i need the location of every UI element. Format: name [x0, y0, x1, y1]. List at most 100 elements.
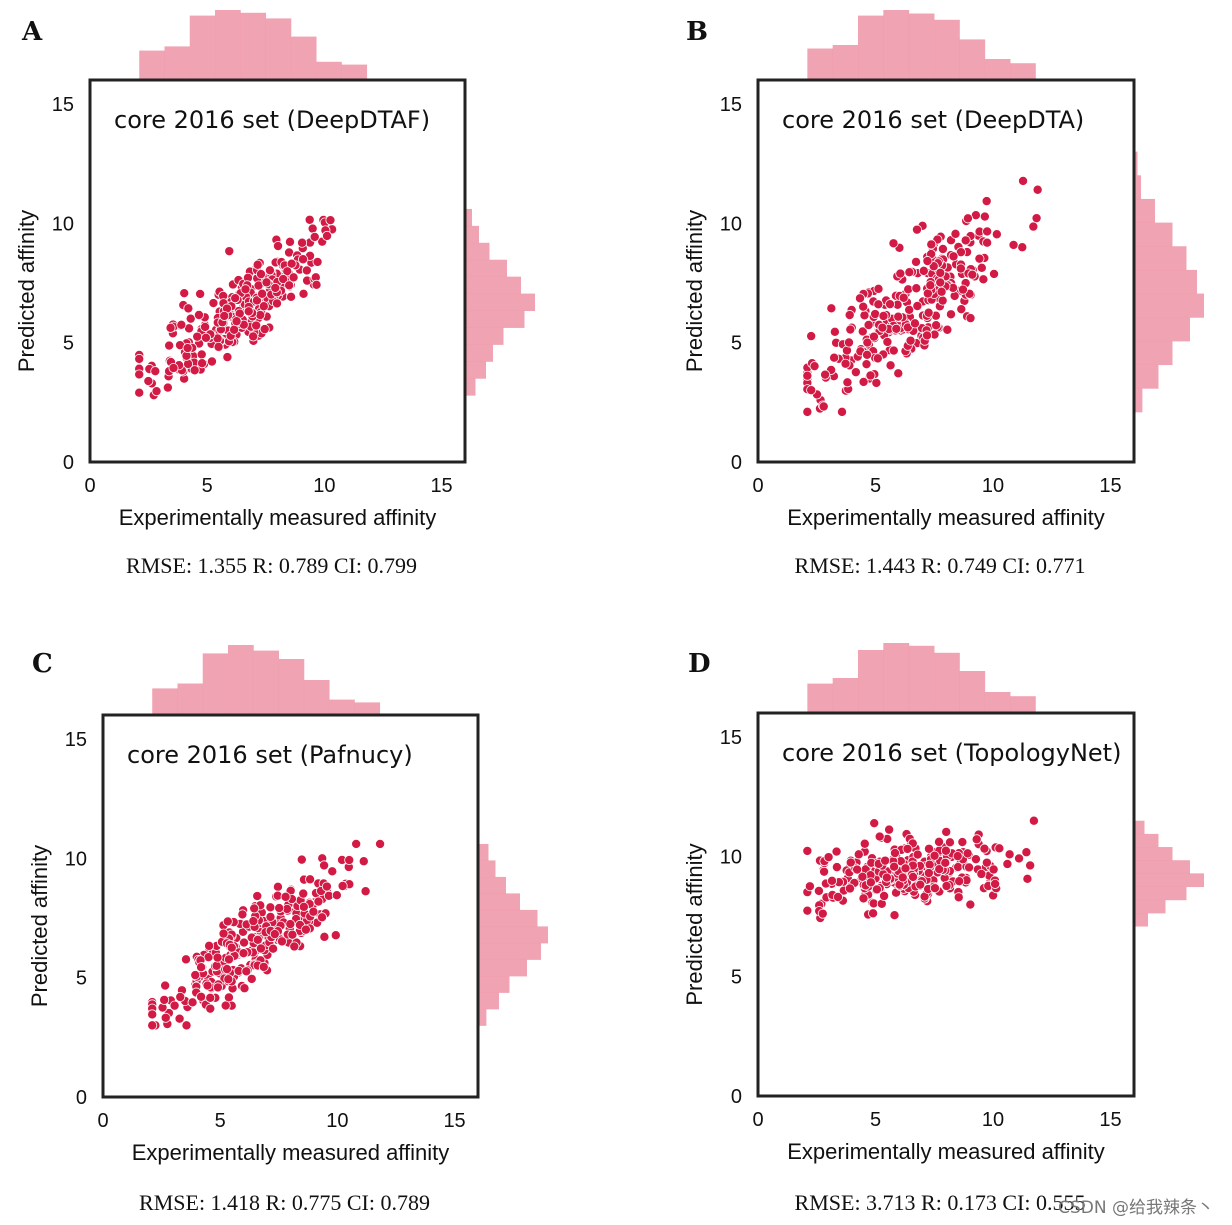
data-point [842, 377, 853, 388]
x-tick-label: 10 [313, 475, 335, 497]
data-point [868, 908, 879, 919]
data-point [965, 899, 976, 910]
right-histogram-bar [1134, 293, 1204, 318]
data-point [224, 246, 235, 257]
data-point [231, 316, 242, 327]
data-point [817, 908, 828, 919]
data-point [147, 1009, 158, 1020]
data-point [1018, 175, 1029, 186]
data-point [286, 258, 297, 269]
data-point [948, 251, 959, 262]
data-point [931, 320, 942, 331]
data-point [264, 265, 275, 276]
data-point [979, 843, 990, 854]
data-point [915, 879, 926, 890]
data-point [270, 282, 281, 293]
top-histogram-bar [933, 652, 960, 713]
data-point [957, 837, 968, 848]
data-point [881, 872, 892, 883]
data-point [276, 936, 287, 947]
y-axis-label: Predicted affinity [682, 843, 707, 1005]
data-point [252, 259, 263, 270]
data-point [957, 284, 968, 295]
right-histogram-bar [465, 361, 486, 379]
data-point [196, 962, 207, 973]
top-histogram-bar [908, 13, 935, 80]
top-histogram-bar [202, 653, 229, 715]
data-point [941, 826, 952, 837]
data-point [307, 223, 318, 234]
panel-title: core 2016 set (DeepDTA) [782, 106, 1084, 134]
data-point [923, 307, 934, 318]
right-histogram-bar [1134, 246, 1187, 271]
data-point [196, 991, 207, 1002]
data-point [922, 330, 933, 341]
data-point [823, 852, 834, 863]
y-tick-label: 5 [731, 966, 742, 988]
y-tick-label: 5 [63, 333, 74, 355]
data-point [884, 824, 895, 835]
data-point [802, 905, 813, 916]
top-histogram-bar [316, 61, 342, 80]
data-point [258, 961, 269, 972]
right-histogram-bar [478, 843, 489, 861]
data-point [331, 890, 342, 901]
x-tick-label: 10 [326, 1110, 348, 1132]
y-tick-label: 5 [76, 968, 87, 990]
data-point [955, 247, 966, 258]
right-histogram-bar [478, 909, 538, 927]
right-histogram-bar [1134, 833, 1159, 848]
top-histogram-bar [164, 46, 191, 80]
data-point [296, 854, 307, 865]
data-point [960, 235, 971, 246]
x-tick-label: 5 [215, 1110, 226, 1132]
data-point [251, 295, 262, 306]
data-point [351, 838, 362, 849]
top-histogram-bar [959, 671, 986, 713]
data-point [942, 324, 953, 335]
right-histogram-bar [1134, 873, 1204, 888]
data-point [888, 345, 899, 356]
data-point [912, 849, 923, 860]
data-point [134, 369, 145, 380]
y-tick-label: 0 [63, 452, 74, 474]
data-point [991, 229, 1002, 240]
data-point [924, 843, 935, 854]
data-point [222, 916, 233, 927]
data-point [962, 213, 973, 224]
top-histogram-bar [883, 10, 910, 80]
data-point [918, 265, 929, 276]
data-point [134, 387, 145, 398]
data-point [862, 337, 873, 348]
data-point [962, 848, 973, 859]
data-point [160, 980, 171, 991]
data-point [827, 875, 838, 886]
data-point [831, 862, 842, 873]
top-histogram-bar [139, 50, 165, 80]
data-point [889, 910, 900, 921]
y-tick-label: 15 [720, 94, 742, 116]
data-point [1032, 184, 1043, 195]
data-point [863, 319, 874, 330]
data-point [1014, 853, 1025, 864]
y-tick-label: 10 [720, 847, 742, 869]
data-point [844, 310, 855, 321]
right-histogram-bar [465, 310, 525, 328]
x-tick-label: 10 [982, 475, 1004, 497]
data-point [265, 902, 276, 913]
top-histogram-bar [933, 19, 960, 80]
data-point [970, 854, 981, 865]
data-point [869, 818, 880, 829]
data-point [193, 309, 204, 320]
x-axis-label: Experimentally measured affinity [119, 505, 437, 530]
data-point [358, 856, 369, 867]
data-point [185, 313, 196, 324]
metrics-caption: RMSE: 1.443 R: 0.749 CI: 0.771 [795, 553, 1086, 578]
data-point [893, 311, 904, 322]
data-point [300, 924, 311, 935]
data-point [286, 291, 297, 302]
data-point [853, 849, 864, 860]
top-histogram-bar [278, 659, 305, 715]
data-point [952, 851, 963, 862]
